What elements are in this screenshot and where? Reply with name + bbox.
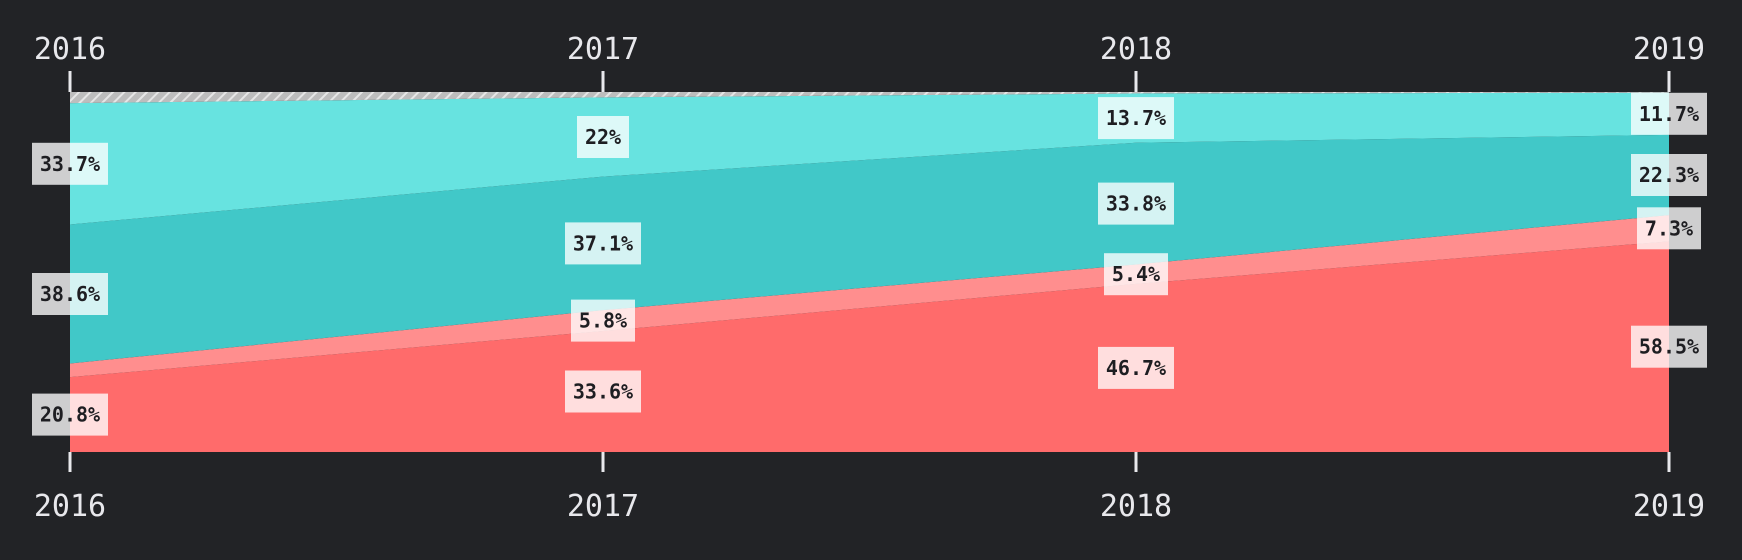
value-label-bg [32,142,108,185]
value-label-text: 5.8% [579,309,627,333]
value-label-s3-2017: 37.1% [565,222,641,265]
value-label-bg [1098,346,1174,389]
area-s1 [70,241,1669,452]
value-label-s2-2019: 7.3% [1637,207,1701,250]
value-label-text: 22% [585,125,621,149]
value-label-s4-2018: 13.7% [1098,97,1174,140]
value-label-text: 37.1% [573,231,633,255]
value-label-s1-2016: 20.8% [32,393,108,436]
value-label-s4-2019: 11.7% [1631,92,1707,135]
value-label-text: 5.4% [1112,262,1160,286]
x-tick-label-top-2016: 2016 [34,32,106,67]
x-tick-label-bottom-2019: 2019 [1633,489,1705,524]
area-s4 [70,92,1669,225]
value-label-bg [571,299,635,342]
value-label-bg [1104,253,1168,296]
x-tick-label-top-2019: 2019 [1633,32,1705,67]
area-s3 [70,134,1669,364]
tick-layer: 2016 2016 2017 2017 2018 2018 2019 2019 [34,32,1705,524]
value-label-bg [577,116,629,158]
value-label-text: 33.6% [573,380,633,404]
value-label-text: 46.7% [1106,356,1166,380]
value-label-s2-2017: 5.8% [571,299,635,342]
value-label-s3-2019: 22.3% [1631,154,1707,196]
value-label-s1-2017: 33.6% [565,370,641,413]
value-label-bg [565,370,641,413]
value-label-bg [1631,92,1707,135]
value-label-bg [1631,325,1707,368]
value-label-s1-2019: 58.5% [1631,325,1707,368]
value-label-s1-2018: 46.7% [1098,346,1174,389]
x-tick-label-bottom-2016: 2016 [34,489,106,524]
value-label-text: 22.3% [1639,163,1699,187]
value-label-bg [1098,182,1174,225]
value-label-text: 7.3% [1645,216,1693,240]
area-s5 [70,92,1669,104]
value-label-bg [565,222,641,265]
value-label-bg [1098,97,1174,140]
value-label-bg [1637,207,1701,250]
value-label-text: 58.5% [1639,335,1699,359]
value-label-bg [1631,154,1707,196]
value-label-layer: 20.8% 33.6% 46.7% 58.5% 5.8% 5.4% 7.3% 38.6% 37.… [32,92,1707,436]
value-label-s4-2017: 22% [577,116,629,158]
value-label-s4-2016: 33.7% [32,142,108,185]
value-label-bg [32,393,108,436]
value-label-s3-2016: 38.6% [32,273,108,315]
value-label-text: 20.8% [40,403,100,427]
value-label-bg [32,273,108,315]
value-label-text: 38.6% [40,282,100,306]
value-label-text: 33.7% [40,152,100,176]
value-label-s2-2018: 5.4% [1104,253,1168,296]
area-layer [70,92,1669,452]
value-label-text: 11.7% [1639,102,1699,126]
area-s2 [70,215,1669,378]
x-tick-label-top-2017: 2017 [567,32,639,67]
x-tick-label-bottom-2018: 2018 [1100,489,1172,524]
value-label-s3-2018: 33.8% [1098,182,1174,225]
value-label-text: 13.7% [1106,106,1166,130]
x-tick-label-bottom-2017: 2017 [567,489,639,524]
x-tick-label-top-2018: 2018 [1100,32,1172,67]
value-label-text: 33.8% [1106,192,1166,216]
